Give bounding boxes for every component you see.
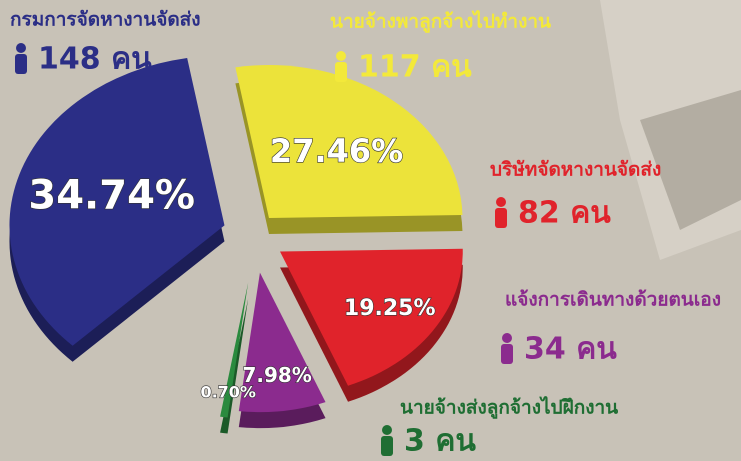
category-label: นายจ้างส่งลูกจ้างไปฝึกงาน <box>400 396 618 420</box>
value-label: 34.74% <box>28 172 195 218</box>
person-icon <box>382 425 392 435</box>
person-icon <box>501 344 513 364</box>
category-label: กรมการจัดหางานจัดส่ง <box>10 9 201 31</box>
count-label: 34 คน <box>524 332 617 367</box>
page: {"chart_data": {"type": "pie", "categori… <box>0 0 741 461</box>
person-icon <box>381 436 393 456</box>
person-icon <box>502 333 512 343</box>
value-label: 0.70% <box>200 382 256 401</box>
category-label: บริษัทจัดหางานจัดส่ง <box>490 159 661 181</box>
count-label: 82 คน <box>518 196 611 231</box>
chart: 34.74%27.46%19.25%7.98%0.70%กรมการจัดหาง… <box>0 0 741 461</box>
person-icon <box>335 62 347 82</box>
person-icon <box>15 54 27 74</box>
person-icon <box>336 51 346 61</box>
count-label: 117 คน <box>358 50 472 85</box>
value-label: 19.25% <box>344 296 436 321</box>
person-icon <box>496 197 506 207</box>
value-label: 27.46% <box>270 132 403 170</box>
category-label: แจ้งการเดินทางด้วยตนเอง <box>505 289 721 311</box>
count-label: 3 คน <box>404 424 476 459</box>
person-icon <box>495 208 507 228</box>
person-icon <box>16 43 26 53</box>
count-label: 148 คน <box>38 42 152 77</box>
category-label: นายจ้างพาลูกจ้างไปทำงาน <box>330 10 551 34</box>
